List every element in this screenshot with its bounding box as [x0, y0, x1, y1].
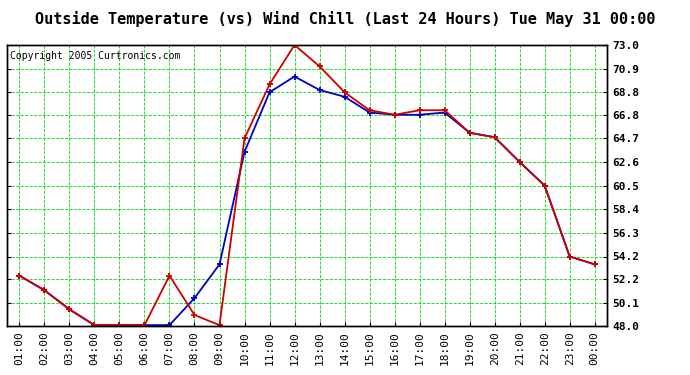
- Text: Outside Temperature (vs) Wind Chill (Last 24 Hours) Tue May 31 00:00: Outside Temperature (vs) Wind Chill (Las…: [34, 11, 655, 27]
- Text: Copyright 2005 Curtronics.com: Copyright 2005 Curtronics.com: [10, 51, 180, 61]
